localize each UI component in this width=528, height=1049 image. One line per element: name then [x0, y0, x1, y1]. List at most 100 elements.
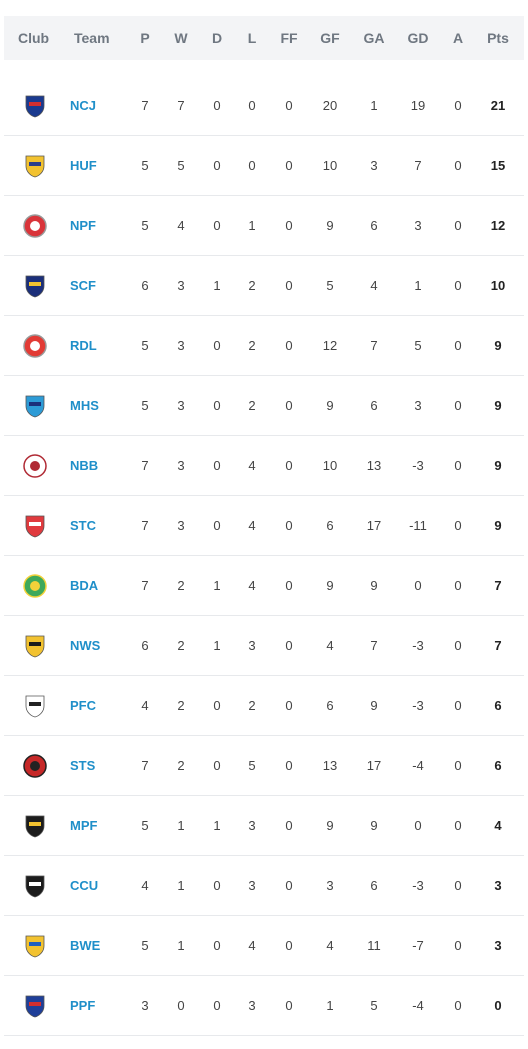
- header-goals-for[interactable]: GF: [320, 30, 340, 46]
- crest-circle-icon: [23, 573, 47, 598]
- club-logo-cell: [4, 513, 62, 539]
- points-value: 15: [490, 158, 506, 173]
- header-adjustment[interactable]: A: [452, 30, 464, 46]
- forfeit-value: 0: [285, 458, 293, 473]
- points-value: 6: [494, 758, 502, 773]
- won-value: 3: [177, 338, 185, 353]
- table-row[interactable]: MHS 5 3 0 2 0 9 6 3 0 9: [4, 376, 524, 436]
- lost-value: 2: [248, 278, 256, 293]
- header-team[interactable]: Team: [74, 30, 110, 46]
- header-club[interactable]: Club: [18, 30, 50, 46]
- played-value: 5: [141, 938, 149, 953]
- team-link[interactable]: PPF: [70, 998, 96, 1013]
- goals-for-value: 3: [326, 878, 334, 893]
- team-link[interactable]: NPF: [70, 218, 96, 233]
- table-row[interactable]: NCJ 7 7 0 0 0 20 1 19 0 21: [4, 76, 524, 136]
- played-value: 7: [141, 98, 149, 113]
- won-value: 2: [177, 698, 185, 713]
- team-link[interactable]: STS: [70, 758, 96, 773]
- table-header: Club Team P W D L FF GF GA GD A Pts: [4, 16, 524, 60]
- team-link[interactable]: NCJ: [70, 98, 97, 113]
- goals-against-value: 3: [370, 158, 378, 173]
- forfeit-value: 0: [285, 638, 293, 653]
- lost-value: 2: [248, 698, 256, 713]
- adjustment-value: 0: [454, 398, 462, 413]
- header-goal-difference[interactable]: GD: [407, 30, 429, 46]
- team-link[interactable]: NBB: [70, 458, 99, 473]
- table-row[interactable]: NWS 6 2 1 3 0 4 7 -3 0 7: [4, 616, 524, 676]
- header-points[interactable]: Pts: [487, 30, 509, 46]
- played-value: 7: [141, 578, 149, 593]
- table-row[interactable]: CCU 4 1 0 3 0 3 6 -3 0 3: [4, 856, 524, 916]
- table-row[interactable]: BWE 5 1 0 4 0 4 11 -7 0 3: [4, 916, 524, 976]
- goals-against-value: 9: [370, 818, 378, 833]
- played-value: 7: [141, 518, 149, 533]
- won-value: 0: [177, 998, 185, 1013]
- played-value: 7: [141, 458, 149, 473]
- team-link[interactable]: CCU: [70, 878, 99, 893]
- drawn-value: 1: [213, 818, 221, 833]
- table-row[interactable]: HUF 5 5 0 0 0 10 3 7 0 15: [4, 136, 524, 196]
- team-link[interactable]: SCF: [70, 278, 96, 293]
- played-value: 6: [141, 278, 149, 293]
- goals-for-value: 4: [326, 938, 334, 953]
- team-link[interactable]: BWE: [70, 938, 101, 953]
- goal-difference-value: -4: [412, 758, 424, 773]
- table-row[interactable]: SCF 6 3 1 2 0 5 4 1 0 10: [4, 256, 524, 316]
- adjustment-value: 0: [454, 938, 462, 953]
- header-lost[interactable]: L: [247, 30, 257, 46]
- lost-value: 3: [248, 998, 256, 1013]
- lost-value: 3: [248, 818, 256, 833]
- team-link[interactable]: PFC: [70, 698, 96, 713]
- goals-against-value: 1: [370, 98, 378, 113]
- lost-value: 1: [248, 218, 256, 233]
- team-link[interactable]: HUF: [70, 158, 97, 173]
- drawn-value: 0: [213, 338, 221, 353]
- crest-circle-icon: [23, 453, 47, 478]
- won-value: 7: [177, 98, 185, 113]
- goals-for-value: 6: [326, 518, 334, 533]
- table-row[interactable]: RDL 5 3 0 2 0 12 7 5 0 9: [4, 316, 524, 376]
- header-drawn[interactable]: D: [211, 30, 223, 46]
- adjustment-value: 0: [454, 638, 462, 653]
- goals-against-value: 9: [370, 698, 378, 713]
- team-link[interactable]: MPF: [70, 818, 98, 833]
- goal-difference-value: -3: [412, 638, 424, 653]
- drawn-value: 0: [213, 698, 221, 713]
- club-logo-cell: [4, 693, 62, 719]
- goal-difference-value: 5: [414, 338, 422, 353]
- team-link[interactable]: BDA: [70, 578, 99, 593]
- team-link[interactable]: MHS: [70, 398, 99, 413]
- header-forfeit[interactable]: FF: [280, 30, 298, 46]
- table-row[interactable]: NBB 7 3 0 4 0 10 13 -3 0 9: [4, 436, 524, 496]
- table-row[interactable]: PFC 4 2 0 2 0 6 9 -3 0 6: [4, 676, 524, 736]
- table-row[interactable]: PPF 3 0 0 3 0 1 5 -4 0 0: [4, 976, 524, 1036]
- won-value: 2: [177, 638, 185, 653]
- won-value: 2: [177, 578, 185, 593]
- goals-for-value: 20: [322, 98, 338, 113]
- header-won[interactable]: W: [174, 30, 188, 46]
- club-logo-cell: [4, 393, 62, 419]
- played-value: 5: [141, 338, 149, 353]
- table-row[interactable]: MPF 5 1 1 3 0 9 9 0 0 4: [4, 796, 524, 856]
- club-logo-cell: [4, 273, 62, 299]
- table-row[interactable]: STC 7 3 0 4 0 6 17 -11 0 9: [4, 496, 524, 556]
- team-link[interactable]: STC: [70, 518, 96, 533]
- drawn-value: 1: [213, 638, 221, 653]
- drawn-value: 0: [213, 758, 221, 773]
- goals-against-value: 11: [367, 938, 381, 953]
- header-played[interactable]: P: [140, 30, 150, 46]
- forfeit-value: 0: [285, 818, 293, 833]
- table-row[interactable]: NPF 5 4 0 1 0 9 6 3 0 12: [4, 196, 524, 256]
- team-link[interactable]: NWS: [70, 638, 101, 653]
- drawn-value: 0: [213, 878, 221, 893]
- table-row[interactable]: BDA 7 2 1 4 0 9 9 0 0 7: [4, 556, 524, 616]
- points-value: 9: [494, 338, 502, 353]
- adjustment-value: 0: [454, 818, 462, 833]
- header-goals-against[interactable]: GA: [363, 30, 385, 46]
- goals-for-value: 6: [326, 698, 334, 713]
- played-value: 6: [141, 638, 149, 653]
- lost-value: 2: [248, 338, 256, 353]
- table-row[interactable]: STS 7 2 0 5 0 13 17 -4 0 6: [4, 736, 524, 796]
- team-link[interactable]: RDL: [70, 338, 97, 353]
